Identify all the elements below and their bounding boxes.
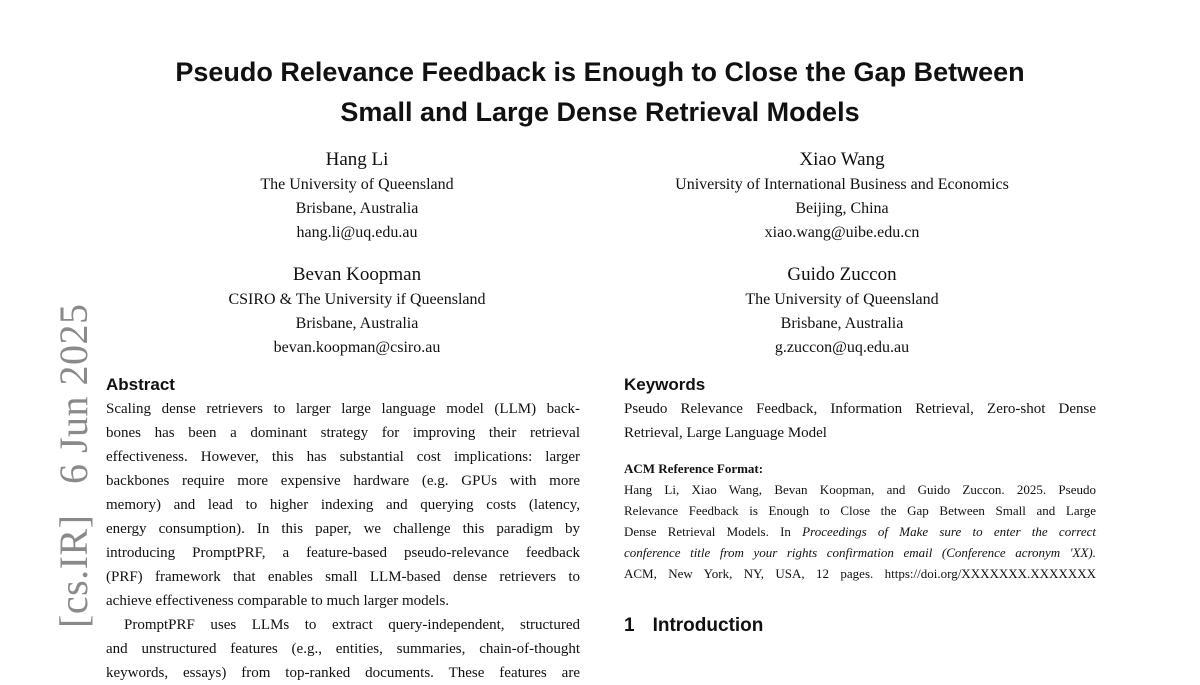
section-number: 1 — [624, 615, 635, 636]
author-block: Hang Li The University of Queensland Bri… — [97, 147, 617, 245]
author-affiliation: The University of Queensland — [260, 176, 454, 193]
author-email[interactable]: bevan.koopman@csiro.au — [273, 339, 441, 356]
abstract-line: bones has been a dominant strategy for i… — [106, 425, 580, 441]
author-affiliation: The University of Queensland — [745, 291, 939, 308]
keywords-heading: Keywords — [624, 375, 706, 394]
acm-reference-venue: Proceedings of Make sure to enter the co… — [802, 524, 1096, 539]
author-block: Bevan Koopman CSIRO & The University if … — [97, 262, 617, 360]
abstract-line: Scaling dense retrievers to larger large… — [106, 401, 580, 417]
author-name: Guido Zuccon — [787, 264, 897, 285]
abstract-line: backbones require more expensive hardwar… — [106, 473, 580, 489]
abstract-line: keywords, essays) from top-ranked docume… — [106, 665, 580, 681]
abstract-line: energy consumption). In this paper, we c… — [106, 521, 580, 537]
acm-reference-line: conference title from your rights confir… — [624, 542, 1096, 563]
author-name: Xiao Wang — [799, 149, 885, 170]
paper-title: Pseudo Relevance Feedback is Enough to C… — [0, 52, 1200, 132]
author-name: Hang Li — [325, 149, 389, 170]
title-line: Small and Large Dense Retrieval Models — [340, 97, 860, 127]
abstract-line: PromptPRF uses LLMs to extract query-ind… — [124, 617, 580, 633]
arxiv-date: 6 Jun 2025 — [51, 303, 96, 485]
author-email[interactable]: g.zuccon@uq.edu.au — [774, 339, 910, 356]
keywords-line: Retrieval, Large Language Model — [624, 425, 827, 441]
acm-reference-line: ACM, New York, NY, USA, 12 pages. https:… — [624, 566, 1096, 581]
author-affiliation: University of International Business and… — [675, 176, 1009, 193]
abstract-line: introducing PromptPRF, a feature-based p… — [106, 545, 580, 561]
author-location: Brisbane, Australia — [295, 200, 419, 217]
abstract-section: Abstract Scaling dense retrievers to lar… — [106, 373, 580, 685]
acm-reference-line: Relevance Feedback is Enough to Close th… — [624, 503, 1096, 518]
introduction-heading: 1 Introduction — [624, 613, 1096, 639]
acm-reference-section: ACM Reference Format: Hang Li, Xiao Wang… — [624, 459, 1096, 584]
abstract-line: achieve effectiveness comparable to much… — [106, 593, 450, 609]
title-line: Pseudo Relevance Feedback is Enough to C… — [175, 57, 1025, 87]
author-location: Brisbane, Australia — [295, 315, 419, 332]
acm-reference-line: Dense Retrieval Models. In Proceedings o… — [624, 521, 1096, 542]
author-affiliation: CSIRO & The University if Queensland — [228, 291, 486, 308]
acm-reference-text: Dense Retrieval Models. In — [624, 524, 803, 539]
abstract-heading: Abstract — [106, 375, 175, 394]
author-email[interactable]: hang.li@uq.edu.au — [296, 224, 418, 241]
abstract-line: (PRF) framework that enables small LLM-b… — [106, 569, 580, 585]
author-email[interactable]: xiao.wang@uibe.edu.cn — [764, 224, 920, 241]
abstract-line: memory) and lead to higher indexing and … — [106, 497, 580, 513]
author-location: Brisbane, Australia — [780, 315, 904, 332]
keywords-section: Keywords Pseudo Relevance Feedback, Info… — [624, 373, 1096, 445]
acm-reference-line: Hang Li, Xiao Wang, Bevan Koopman, and G… — [624, 482, 1096, 497]
abstract-line: effectiveness. However, this has substan… — [106, 449, 580, 465]
abstract-line: and unstructured features (e.g., entitie… — [106, 641, 580, 657]
author-block: Xiao Wang University of International Bu… — [582, 147, 1102, 245]
arxiv-stamp: [cs.IR] 6 Jun 2025 — [51, 283, 96, 628]
acm-reference-venue: conference title from your rights confir… — [624, 545, 1096, 560]
acm-reference-heading: ACM Reference Format: — [624, 461, 764, 476]
keywords-line: Pseudo Relevance Feedback, Information R… — [624, 401, 1096, 417]
arxiv-category: [cs.IR] — [51, 514, 96, 628]
author-location: Beijing, China — [795, 200, 889, 217]
section-title: Introduction — [652, 615, 764, 636]
author-block: Guido Zuccon The University of Queenslan… — [582, 262, 1102, 360]
author-name: Bevan Koopman — [292, 264, 422, 285]
